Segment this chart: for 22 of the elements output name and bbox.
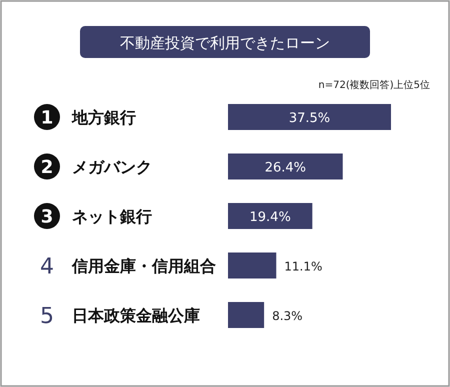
data-label: 8.3% — [272, 309, 303, 323]
data-label: 11.1% — [284, 260, 322, 274]
data-label: 26.4% — [264, 160, 306, 176]
y-tick-label: 信用金庫・信用組合 — [71, 256, 216, 276]
text: 5 — [40, 304, 54, 329]
bar — [228, 252, 276, 278]
data-label: 19.4% — [250, 210, 291, 225]
y-tick-label: ネット銀行 — [72, 207, 152, 226]
bar — [228, 104, 391, 130]
chart-title: 不動産投資で利用できたローン — [120, 34, 330, 52]
y-tick-label: 日本政策金融公庫 — [72, 306, 200, 325]
bar — [228, 302, 264, 328]
data-label: 37.5% — [288, 111, 330, 126]
text: 4 — [40, 254, 54, 280]
text: 1 — [40, 108, 54, 128]
y-tick-label: メガバンク — [72, 158, 152, 176]
text: 2 — [40, 157, 54, 178]
bar — [228, 154, 343, 180]
chart-subtitle: n=72(複数回答)上位5位 — [318, 79, 430, 91]
text: 3 — [40, 206, 54, 228]
y-tick-label: 地方銀行 — [71, 108, 136, 127]
bar — [228, 203, 312, 229]
